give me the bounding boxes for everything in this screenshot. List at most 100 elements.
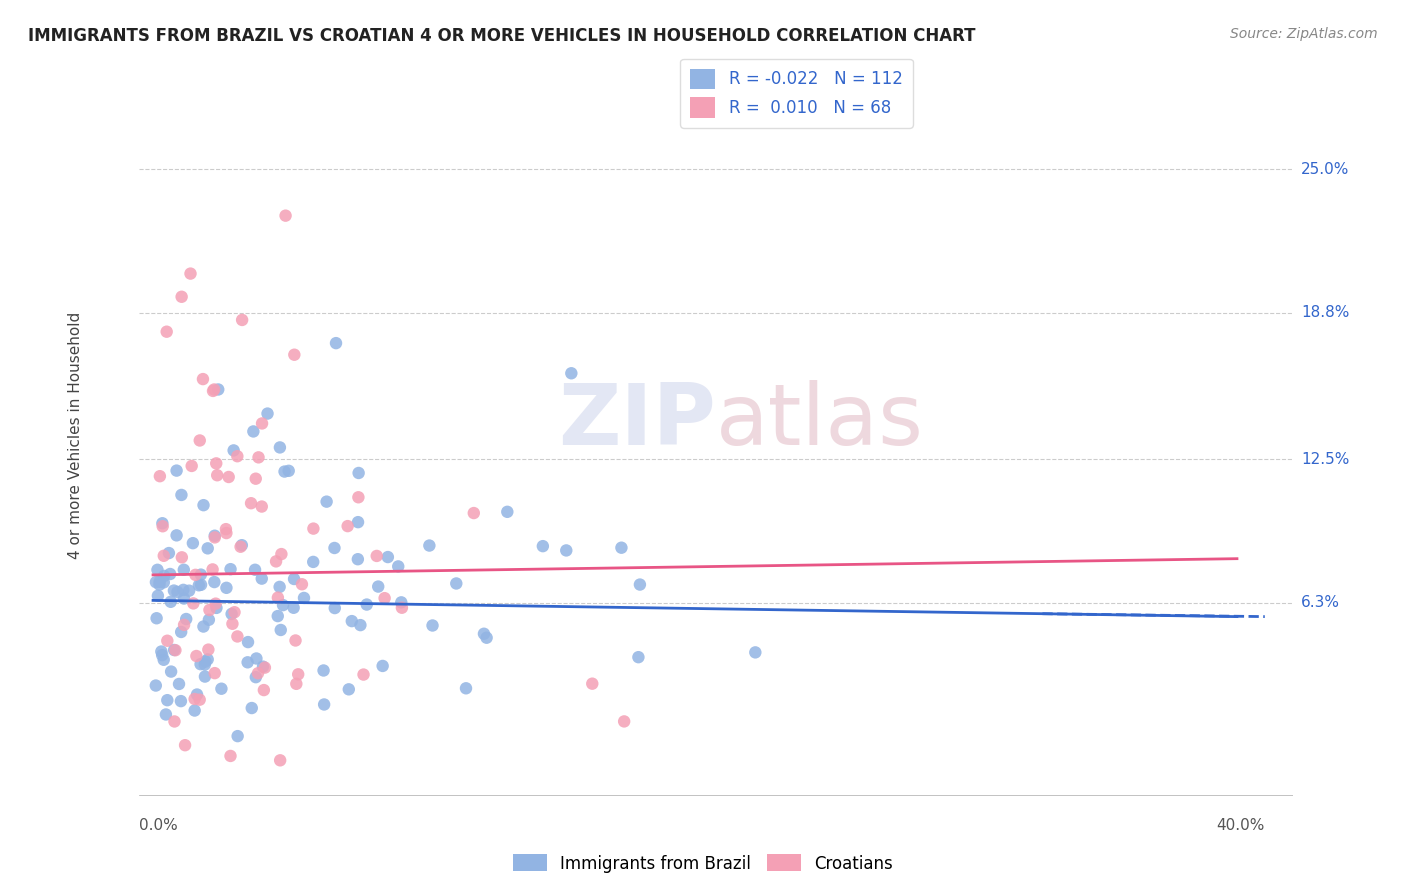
Point — [145, 575, 167, 590]
Point — [209, 681, 232, 696]
Point — [250, 500, 273, 514]
Point — [202, 575, 225, 590]
Point — [170, 290, 193, 304]
Point — [159, 567, 181, 582]
Point — [174, 738, 197, 752]
Text: Source: ZipAtlas.com: Source: ZipAtlas.com — [1230, 27, 1378, 41]
Point — [347, 490, 370, 504]
Point — [613, 714, 636, 729]
Point — [166, 464, 188, 478]
Point — [205, 600, 228, 615]
Point — [173, 563, 195, 577]
Point — [391, 600, 413, 615]
Point — [181, 536, 204, 550]
Point — [153, 569, 176, 583]
Point — [247, 450, 270, 465]
Point — [628, 577, 651, 591]
Text: ZIP: ZIP — [558, 379, 716, 463]
Point — [166, 528, 188, 542]
Point — [190, 578, 212, 592]
Point — [183, 596, 205, 610]
Point — [367, 580, 389, 594]
Point — [267, 591, 290, 605]
Point — [422, 618, 444, 632]
Point — [163, 583, 186, 598]
Point — [273, 465, 295, 479]
Point — [347, 552, 370, 566]
Point — [270, 623, 292, 637]
Point — [170, 550, 193, 565]
Point — [145, 679, 167, 693]
Point — [454, 681, 477, 696]
Point — [270, 547, 292, 561]
Point — [315, 494, 337, 508]
Point — [337, 682, 360, 697]
Point — [159, 595, 181, 609]
Point — [172, 582, 194, 597]
Point — [356, 598, 378, 612]
Point — [156, 693, 179, 707]
Point — [475, 631, 498, 645]
Point — [193, 619, 215, 633]
Point — [267, 609, 290, 624]
Point — [292, 591, 315, 605]
Point — [163, 714, 186, 729]
Point — [194, 655, 217, 669]
Point — [190, 657, 212, 672]
Point — [221, 607, 243, 621]
Point — [336, 519, 359, 533]
Point — [179, 267, 201, 281]
Point — [302, 555, 325, 569]
Point — [627, 650, 650, 665]
Point — [226, 630, 249, 644]
Point — [180, 458, 202, 473]
Point — [312, 664, 335, 678]
Point — [197, 541, 219, 556]
Point — [283, 572, 305, 586]
Point — [418, 539, 440, 553]
Point — [377, 550, 399, 565]
Point — [186, 688, 208, 702]
Text: 0.0%: 0.0% — [139, 818, 179, 833]
Point — [170, 488, 193, 502]
Point — [610, 541, 633, 555]
Text: 18.8%: 18.8% — [1301, 305, 1350, 320]
Point — [157, 546, 180, 560]
Point — [194, 669, 217, 683]
Point — [271, 598, 294, 612]
Point — [253, 683, 276, 698]
Point — [207, 383, 229, 397]
Point — [146, 563, 169, 577]
Point — [245, 472, 267, 486]
Point — [245, 670, 267, 684]
Point — [205, 468, 228, 483]
Point — [446, 576, 468, 591]
Point — [240, 701, 263, 715]
Point — [349, 618, 371, 632]
Point — [205, 456, 228, 470]
Point — [347, 515, 370, 529]
Point — [581, 676, 603, 690]
Point — [387, 559, 409, 574]
Point — [236, 655, 259, 669]
Point — [496, 505, 519, 519]
Point — [188, 692, 211, 706]
Text: 12.5%: 12.5% — [1301, 451, 1350, 467]
Legend: R = -0.022   N = 112, R =  0.010   N = 68: R = -0.022 N = 112, R = 0.010 N = 68 — [681, 59, 912, 128]
Point — [183, 704, 205, 718]
Point — [148, 577, 170, 591]
Point — [197, 642, 219, 657]
Point — [252, 659, 274, 673]
Point — [183, 692, 205, 706]
Point — [560, 366, 582, 380]
Point — [186, 648, 208, 663]
Point — [284, 633, 307, 648]
Point — [152, 549, 174, 563]
Text: atlas: atlas — [716, 379, 924, 463]
Point — [198, 613, 221, 627]
Point — [347, 466, 370, 480]
Point — [204, 666, 226, 681]
Point — [202, 384, 225, 398]
Point — [744, 645, 766, 659]
Point — [371, 659, 394, 673]
